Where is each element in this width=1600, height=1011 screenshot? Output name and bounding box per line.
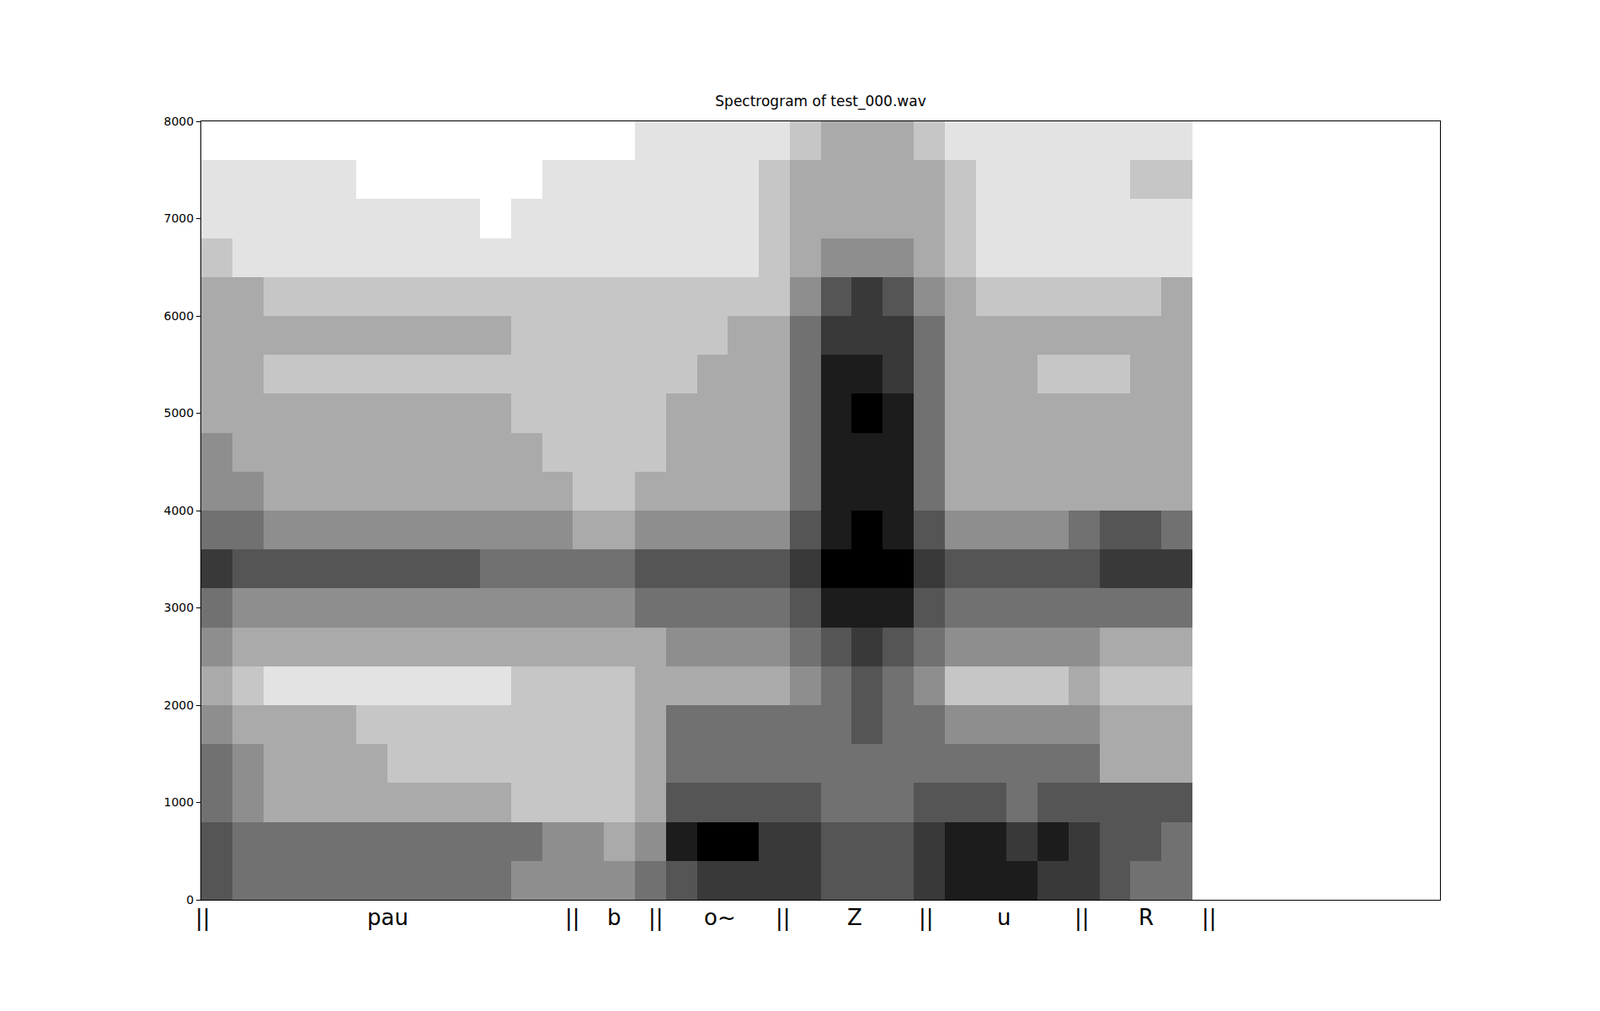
svg-text:8000: 8000 — [164, 114, 195, 128]
svg-text:||: || — [565, 904, 581, 931]
svg-text:4000: 4000 — [164, 503, 195, 518]
svg-text:Z: Z — [847, 904, 863, 930]
svg-text:3000: 3000 — [164, 600, 195, 614]
svg-text:pau: pau — [367, 904, 409, 930]
svg-text:||: || — [775, 904, 791, 931]
svg-text:Spectrogram of test_000.wav: Spectrogram of test_000.wav — [714, 92, 926, 111]
svg-text:b: b — [607, 904, 622, 930]
svg-text:||: || — [918, 904, 934, 931]
svg-text:7000: 7000 — [164, 211, 195, 225]
svg-text:1000: 1000 — [164, 794, 195, 809]
svg-text:||: || — [1074, 904, 1090, 931]
svg-text:6000: 6000 — [164, 309, 195, 323]
svg-text:5000: 5000 — [164, 405, 195, 420]
svg-text:||: || — [195, 904, 211, 931]
svg-text:0: 0 — [186, 892, 194, 907]
svg-text:||: || — [1201, 904, 1217, 931]
svg-text:2000: 2000 — [164, 698, 195, 712]
svg-text:o~: o~ — [704, 904, 736, 930]
svg-text:R: R — [1138, 904, 1154, 930]
svg-text:u: u — [997, 904, 1011, 930]
svg-text:||: || — [648, 904, 664, 931]
